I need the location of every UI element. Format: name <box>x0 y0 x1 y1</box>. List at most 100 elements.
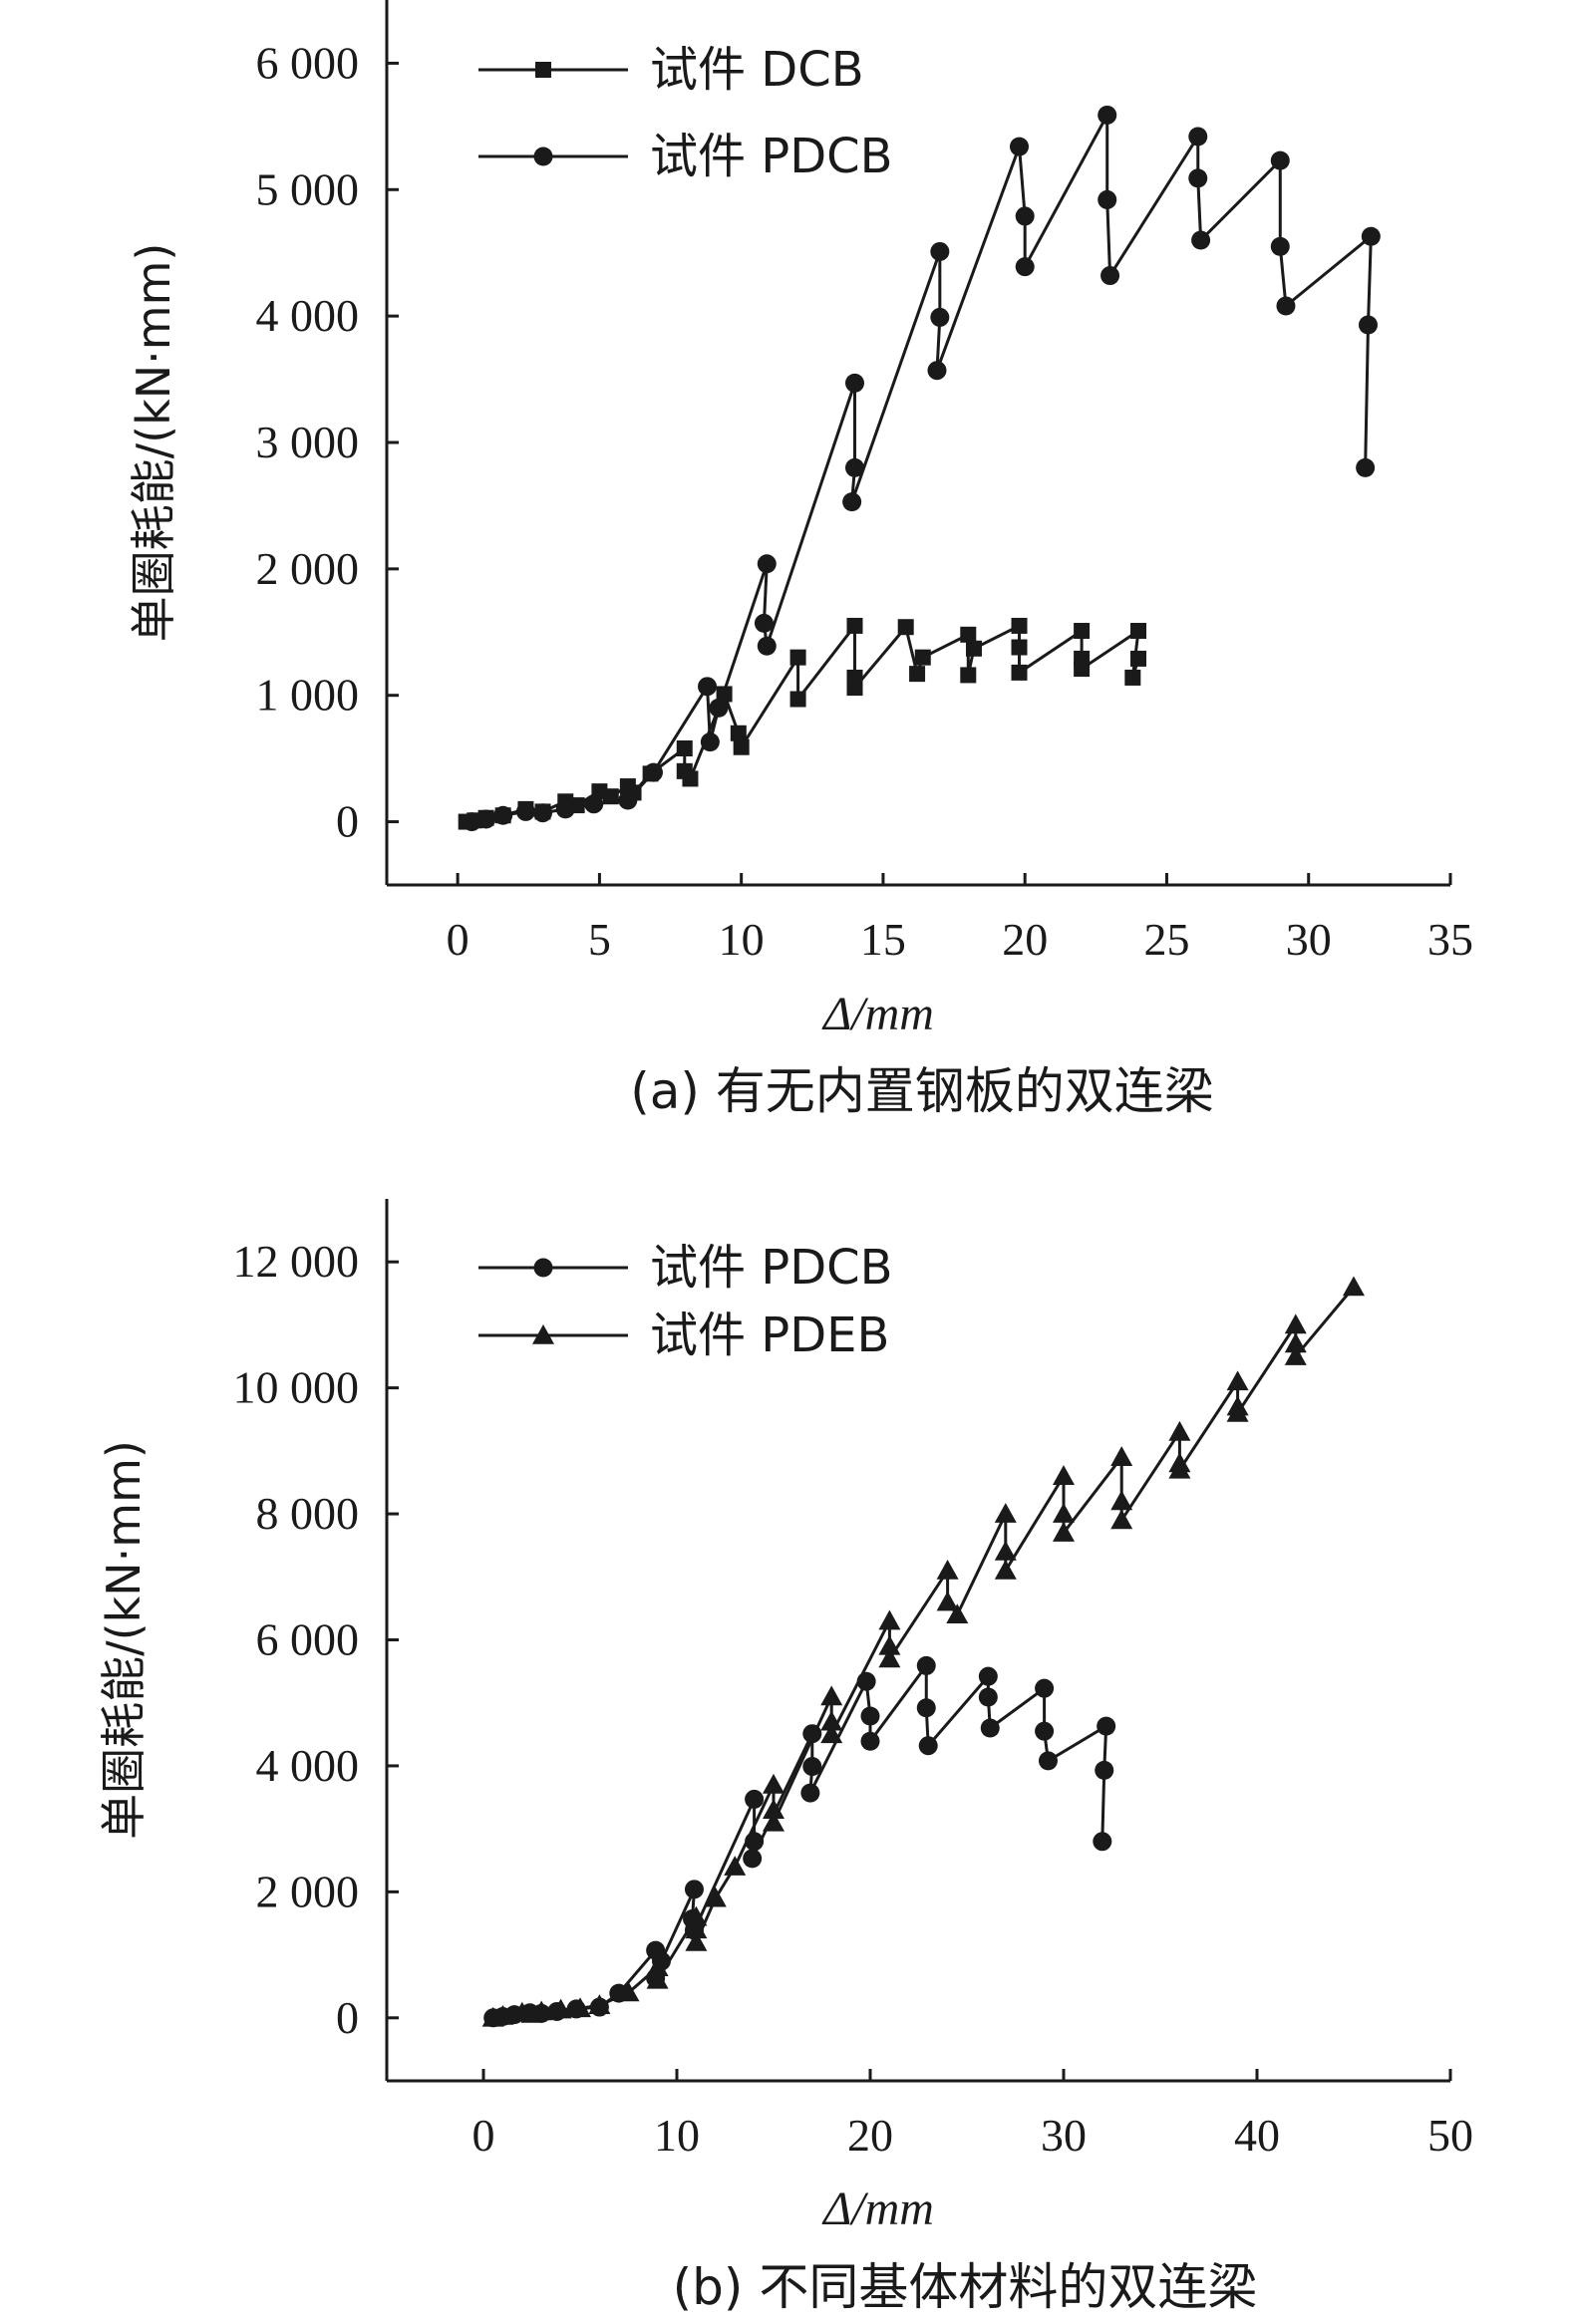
data-point <box>930 241 950 261</box>
series-circle <box>483 1655 1116 2028</box>
data-point <box>1191 230 1211 250</box>
data-point <box>1168 1458 1191 1479</box>
y-tick-label: 0 <box>336 796 359 847</box>
data-point <box>1011 664 1028 681</box>
data-point <box>757 636 777 656</box>
data-point <box>1284 1313 1307 1334</box>
data-point <box>965 640 982 657</box>
data-point <box>763 1811 785 1832</box>
x-tick-label: 40 <box>1234 2110 1280 2161</box>
series-line <box>471 114 1373 824</box>
y-tick-label: 5 000 <box>256 163 360 214</box>
x-tick-label: 10 <box>719 914 765 965</box>
y-tick-label: 12 000 <box>233 1236 360 1287</box>
figure-caption: (a) 有无内置钢板的双连梁 <box>630 1062 1214 1120</box>
data-point <box>1098 189 1117 209</box>
chart-a: 0 5 10 15 20 25 30 35 0 1 000 2 000 3 000 4 000 5 000… <box>127 0 1473 1120</box>
data-point <box>994 1559 1017 1580</box>
data-point <box>643 762 663 782</box>
x-tick-label: 50 <box>1427 2110 1473 2161</box>
data-point <box>1188 168 1208 188</box>
data-point <box>820 1723 843 1744</box>
data-point <box>763 1799 785 1819</box>
x-tick-label: 35 <box>1427 914 1473 965</box>
data-point <box>844 373 864 393</box>
data-point <box>763 1773 785 1794</box>
series-circle <box>462 105 1381 832</box>
data-point <box>994 1541 1017 1561</box>
data-point <box>930 307 950 327</box>
legend-label: 试件 PDCB <box>650 1240 893 1296</box>
data-point <box>1110 1446 1133 1466</box>
y-tick-label: 6 000 <box>256 37 360 88</box>
data-point <box>617 1981 640 2002</box>
x-tick-label: 25 <box>1143 914 1189 965</box>
x-tick-label: 5 <box>588 914 611 965</box>
legend-marker <box>535 62 551 78</box>
series-triangle <box>481 1276 1365 2027</box>
data-point <box>1226 1401 1249 1422</box>
data-point <box>914 649 931 666</box>
data-point <box>936 1559 959 1580</box>
data-point <box>555 799 575 819</box>
data-point <box>733 738 750 755</box>
data-point <box>1011 617 1028 634</box>
data-point <box>1015 257 1035 277</box>
data-point <box>927 361 947 381</box>
y-axis-label: 单圈耗能/(kN·mm) <box>97 1440 151 1840</box>
y-tick-label: 1 000 <box>256 670 360 721</box>
data-point <box>493 805 513 825</box>
data-point <box>584 794 604 814</box>
series-square <box>458 617 1147 830</box>
data-point <box>709 698 729 718</box>
data-point <box>704 1887 727 1907</box>
data-point <box>820 1685 843 1706</box>
legend-label: 试件 PDEB <box>650 1307 889 1363</box>
data-point <box>724 1856 747 1876</box>
data-point <box>820 1710 843 1731</box>
data-point <box>918 1736 938 1756</box>
data-point <box>1038 1751 1058 1771</box>
data-point <box>1035 1721 1055 1741</box>
y-tick-label: 4 000 <box>256 290 360 341</box>
series-line <box>492 1660 1108 2020</box>
data-point <box>698 677 718 697</box>
data-point <box>1053 1503 1075 1523</box>
data-point <box>685 1905 708 1926</box>
data-point <box>730 725 747 741</box>
data-point <box>1356 457 1376 477</box>
y-tick-label: 6 000 <box>256 1614 360 1665</box>
data-point <box>1343 1276 1365 1297</box>
legend-entry: 试件 PDCB <box>478 1240 893 1296</box>
data-point <box>978 1687 998 1707</box>
data-point <box>1110 1509 1133 1530</box>
data-point <box>1093 1832 1112 1852</box>
data-point <box>515 801 535 821</box>
data-point <box>1168 1420 1191 1441</box>
data-point <box>1015 206 1035 226</box>
legend-label: 试件 PDCB <box>650 129 893 184</box>
data-point <box>1188 127 1208 146</box>
data-point <box>844 457 864 477</box>
x-tick-label: 30 <box>1041 2110 1087 2161</box>
data-point <box>530 2000 553 2021</box>
data-point <box>1130 650 1147 667</box>
x-tick-label: 20 <box>1002 914 1048 965</box>
data-point <box>1226 1370 1249 1391</box>
data-point <box>757 554 777 574</box>
data-point <box>646 1968 669 1989</box>
legend-entry: 试件 PDEB <box>478 1307 889 1363</box>
data-point <box>1074 661 1091 678</box>
data-point <box>800 1783 820 1803</box>
data-point <box>980 1718 1000 1738</box>
data-point <box>646 1956 669 1977</box>
data-point <box>700 732 720 752</box>
data-point <box>1270 236 1290 256</box>
data-point <box>878 1609 901 1630</box>
legend-marker <box>533 146 553 166</box>
data-point <box>936 1591 959 1611</box>
data-point <box>462 812 481 832</box>
x-tick-label: 0 <box>447 914 470 965</box>
data-point <box>1074 623 1091 640</box>
data-point <box>588 1994 611 2014</box>
